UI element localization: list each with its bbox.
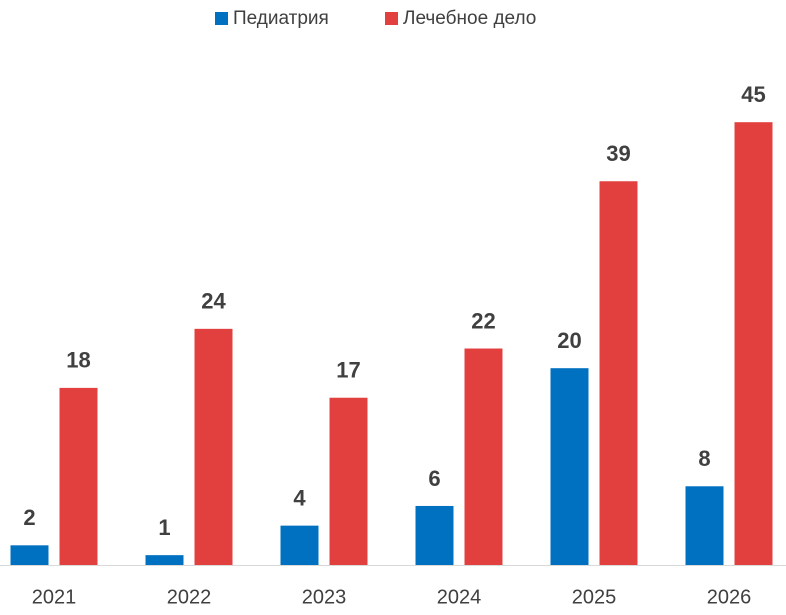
bar — [194, 328, 233, 565]
bar — [59, 387, 98, 565]
bar — [145, 555, 184, 565]
bar — [464, 348, 503, 565]
value-label: 17 — [336, 358, 360, 383]
legend-label: Лечебное дело — [403, 8, 536, 29]
bar — [415, 505, 454, 565]
value-label: 22 — [471, 308, 495, 333]
bar — [599, 181, 638, 566]
bar — [734, 122, 773, 565]
value-label: 4 — [293, 485, 306, 510]
x-tick-label: 2021 — [32, 586, 77, 608]
value-label: 24 — [201, 289, 226, 314]
bar — [685, 486, 724, 565]
x-tick-label: 2026 — [707, 586, 752, 608]
bar — [10, 545, 49, 565]
value-label: 8 — [698, 446, 710, 471]
legend-label: Педиатрия — [233, 8, 329, 29]
value-label: 1 — [158, 515, 170, 540]
value-label: 6 — [428, 466, 440, 491]
bar — [329, 397, 368, 565]
x-tick-label: 2023 — [302, 586, 347, 608]
value-label: 2 — [23, 505, 35, 530]
bar — [550, 368, 589, 565]
value-label: 20 — [557, 328, 581, 353]
x-tick-label: 2022 — [167, 586, 212, 608]
legend-swatch — [385, 12, 398, 25]
value-label: 39 — [606, 141, 630, 166]
value-label: 45 — [741, 82, 765, 107]
x-tick-label: 2025 — [572, 586, 617, 608]
legend-swatch — [215, 12, 228, 25]
value-label: 18 — [66, 348, 90, 373]
x-tick-label: 2024 — [437, 586, 482, 608]
bar — [280, 525, 319, 565]
